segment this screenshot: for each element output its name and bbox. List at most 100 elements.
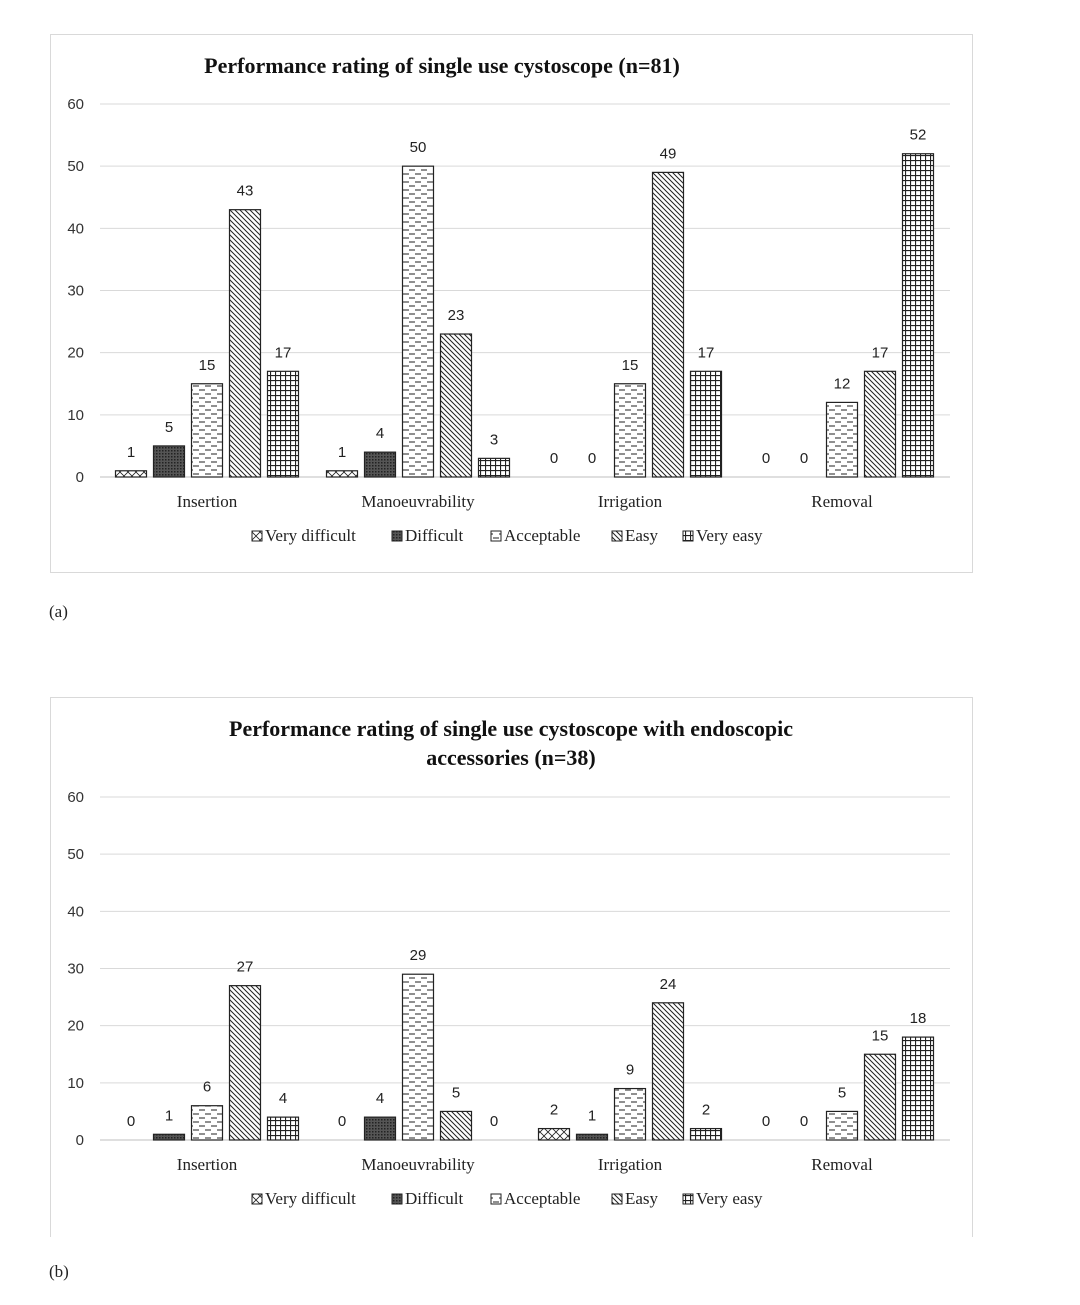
legend-entry: Very easy — [696, 526, 763, 545]
data-label: 24 — [660, 976, 677, 993]
legend-swatch — [611, 1193, 623, 1205]
data-label: 9 — [626, 1062, 634, 1079]
legend-swatch — [682, 1193, 694, 1205]
data-label: 18 — [910, 1010, 927, 1027]
bar — [651, 171, 685, 478]
data-label: 4 — [376, 1090, 384, 1107]
data-label: 15 — [622, 357, 639, 374]
category-label: Removal — [811, 1155, 873, 1174]
bar — [863, 370, 897, 478]
legend-swatch — [391, 1193, 403, 1205]
data-label: 2 — [702, 1102, 710, 1119]
y-tick-label: 50 — [67, 846, 84, 863]
data-label: 0 — [338, 1113, 346, 1130]
data-label: 17 — [872, 344, 889, 361]
legend-entry: Difficult — [405, 1189, 464, 1208]
category-label: Manoeuvrability — [361, 492, 475, 511]
bar — [689, 1127, 723, 1141]
data-label: 23 — [448, 307, 465, 324]
category-label: Insertion — [177, 1155, 238, 1174]
chart-frame-b — [50, 697, 973, 1237]
bar — [901, 153, 935, 478]
data-label: 0 — [588, 450, 596, 467]
bar — [651, 1002, 685, 1141]
data-label: 1 — [165, 1107, 173, 1124]
bar — [439, 333, 473, 478]
legend-swatch — [490, 530, 502, 542]
bar — [401, 165, 435, 478]
bar — [477, 457, 511, 478]
data-label: 17 — [275, 344, 292, 361]
legend-swatch — [391, 530, 403, 542]
panel-label-b: (b) — [49, 1262, 69, 1281]
data-label: 0 — [127, 1113, 135, 1130]
bar — [613, 383, 647, 478]
bar — [266, 1116, 300, 1141]
bar — [190, 1105, 224, 1141]
data-label: 4 — [279, 1090, 287, 1107]
y-tick-label: 40 — [67, 220, 84, 237]
data-label: 12 — [834, 375, 851, 392]
legend-entry: Very easy — [696, 1189, 763, 1208]
chart-title: accessories (n=38) — [426, 745, 596, 770]
y-tick-label: 30 — [67, 283, 84, 300]
data-label: 49 — [660, 145, 677, 162]
data-label: 43 — [237, 183, 254, 200]
data-label: 1 — [127, 444, 135, 461]
category-label: Removal — [811, 492, 873, 511]
data-label: 0 — [800, 450, 808, 467]
data-label: 0 — [550, 450, 558, 467]
y-tick-label: 30 — [67, 961, 84, 978]
chart-a: Performance rating of single use cystosc… — [67, 53, 950, 545]
data-label: 5 — [165, 419, 173, 436]
bar — [439, 1110, 473, 1141]
chart-title: Performance rating of single use cystosc… — [204, 53, 680, 78]
data-label: 0 — [490, 1113, 498, 1130]
data-label: 29 — [410, 947, 427, 964]
bar — [266, 370, 300, 478]
y-tick-label: 40 — [67, 903, 84, 920]
bar — [401, 973, 435, 1141]
legend-swatch — [251, 530, 263, 542]
legend-swatch — [251, 1193, 263, 1205]
legend-entry: Easy — [625, 1189, 659, 1208]
category-label: Insertion — [177, 492, 238, 511]
data-label: 52 — [910, 127, 927, 144]
legend-swatch — [490, 1193, 502, 1205]
y-tick-label: 20 — [67, 345, 84, 362]
panel-label-a: (a) — [49, 602, 68, 621]
legend-entry: Easy — [625, 526, 659, 545]
data-label: 3 — [490, 431, 498, 448]
data-label: 0 — [800, 1113, 808, 1130]
data-label: 15 — [872, 1027, 889, 1044]
data-label: 0 — [762, 450, 770, 467]
legend-entry: Difficult — [405, 526, 464, 545]
y-tick-label: 20 — [67, 1018, 84, 1035]
data-label: 4 — [376, 425, 384, 442]
bar — [901, 1036, 935, 1141]
legend-entry: Acceptable — [504, 526, 580, 545]
bar — [228, 985, 262, 1141]
data-label: 15 — [199, 357, 216, 374]
y-tick-label: 50 — [67, 158, 84, 175]
data-label: 27 — [237, 959, 254, 976]
bar — [863, 1053, 897, 1141]
data-label: 6 — [203, 1079, 211, 1096]
data-label: 2 — [550, 1102, 558, 1119]
data-label: 50 — [410, 139, 427, 156]
bar — [190, 383, 224, 478]
bar — [825, 1110, 859, 1141]
y-tick-label: 0 — [76, 1132, 84, 1149]
category-label: Irrigation — [598, 1155, 663, 1174]
bar — [152, 445, 186, 478]
legend-entry: Very difficult — [265, 526, 356, 545]
data-label: 5 — [452, 1084, 460, 1101]
category-label: Irrigation — [598, 492, 663, 511]
bar — [689, 370, 723, 478]
y-tick-label: 60 — [67, 789, 84, 806]
data-label: 17 — [698, 344, 715, 361]
data-label: 0 — [762, 1113, 770, 1130]
data-label: 5 — [838, 1084, 846, 1101]
y-tick-label: 10 — [67, 407, 84, 424]
y-tick-label: 0 — [76, 469, 84, 486]
